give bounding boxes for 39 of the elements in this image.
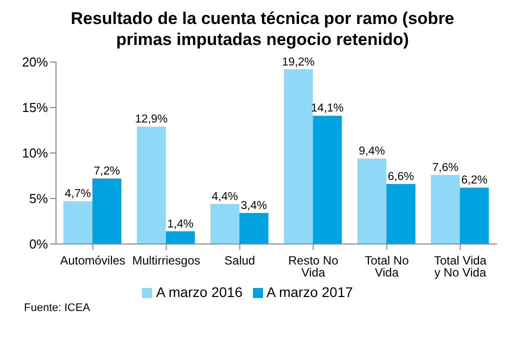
y-tick-label: 15% bbox=[22, 100, 48, 116]
bar bbox=[312, 116, 342, 244]
data-label: 6,6% bbox=[388, 170, 414, 183]
legend-label: A marzo 2016 bbox=[156, 284, 242, 300]
bar bbox=[357, 158, 386, 244]
source-note: Fuente: ICEA bbox=[24, 302, 92, 314]
bar bbox=[136, 126, 166, 244]
data-label: 14,1% bbox=[311, 102, 344, 115]
x-tick-label: Multirriesgos bbox=[132, 254, 200, 268]
x-tick-label: Total No Vida bbox=[364, 254, 410, 280]
data-label: 7,6% bbox=[432, 162, 458, 174]
y-tick-label: 10% bbox=[22, 146, 48, 161]
y-tick-label: 20% bbox=[22, 54, 48, 70]
data-label: 12,9% bbox=[135, 114, 168, 126]
chart-title: Resultado de la cuenta técnica por ramo (sobre primas imputadas negocio retenido) bbox=[70, 8, 456, 50]
data-label: 9,4% bbox=[358, 145, 385, 158]
x-tick-label: Salud bbox=[224, 254, 256, 268]
x-tick-label: Automóviles bbox=[60, 254, 126, 268]
data-label: 6,2% bbox=[461, 174, 488, 187]
bar bbox=[210, 204, 240, 244]
bar bbox=[63, 201, 92, 244]
data-label: 4,7% bbox=[64, 188, 91, 200]
data-label: 19,2% bbox=[282, 56, 315, 68]
data-label: 7,2% bbox=[94, 165, 120, 178]
data-label: 4,4% bbox=[212, 190, 238, 203]
bar bbox=[92, 178, 122, 244]
data-label: 3,4% bbox=[240, 200, 267, 212]
legend-label: A marzo 2017 bbox=[266, 284, 353, 300]
bar bbox=[430, 174, 460, 244]
bar bbox=[386, 184, 416, 244]
x-tick-label: Total Vida y No Vida bbox=[434, 254, 487, 280]
bar bbox=[239, 213, 268, 244]
y-tick-label: 0% bbox=[29, 236, 48, 252]
bar bbox=[166, 231, 195, 244]
x-tick-label: Resto No Vida bbox=[288, 254, 339, 280]
y-tick-label: 5% bbox=[29, 191, 48, 206]
bar bbox=[460, 188, 489, 244]
data-label: 1,4% bbox=[167, 218, 194, 230]
bar bbox=[284, 69, 313, 244]
